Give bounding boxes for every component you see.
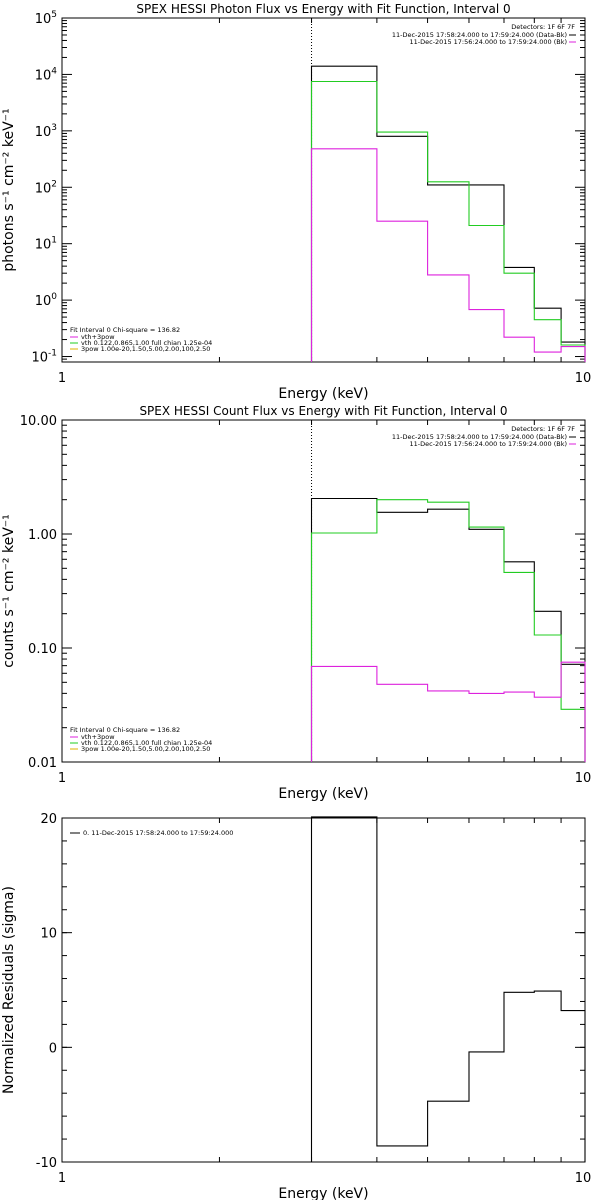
series-magenta-step-line [310,661,586,762]
y-tick-label: 10-1 [31,349,57,366]
y-tick-label: 105 [35,10,57,27]
y-tick-label: 0 [49,1041,57,1056]
y-tick-label: 10 [40,927,57,942]
legend-entry-label: vth 0.122,0.865,1.00 full chian 1.25e-04 [81,739,212,747]
legend-header: Fit Interval 0 Chi-square = 136.82 [70,326,180,334]
series-black-step-line [310,497,586,762]
legend-header: Detectors: 1F 6F 7F [511,425,575,433]
series-green-step-line [310,80,586,362]
y-axis-label: photons s⁻¹ cm⁻² keV⁻¹ [1,108,17,271]
y-tick-label: 104 [35,66,58,83]
y-tick-label: 20 [40,812,57,827]
plot-frame [61,17,586,363]
y-tick-label: 0.10 [28,642,57,657]
y-tick-label: 0.01 [28,756,57,771]
legend-header: Fit Interval 0 Chi-square = 136.82 [70,726,180,734]
x-axis-label: Energy (keV) [278,386,368,402]
y-tick-label: 103 [35,123,57,140]
legend-entry-label: 11-Dec-2015 17:58:24.000 to 17:59:24.000… [392,31,567,39]
y-tick-label: 100 [35,292,58,309]
legend-header: Detectors: 1F 6F 7F [511,23,575,31]
chart-title: SPEX HESSI Photon Flux vs Energy with Fi… [136,2,510,16]
legend-entry-label: 11-Dec-2015 17:58:24.000 to 17:59:24.000… [392,433,567,441]
panel-2: SPEX HESSI Count Flux vs Energy with Fit… [1,404,591,802]
legend-entry-label: 11-Dec-2015 17:56:24.000 to 17:59:24.000… [410,38,568,46]
plot-frame [61,419,586,763]
y-tick-label: 1.00 [28,528,57,543]
x-tick-label: 10 [575,371,592,386]
x-tick-label: 10 [575,1171,592,1186]
y-tick-label: 102 [35,179,57,196]
y-tick-label: 10.00 [20,414,57,429]
x-tick-label: 1 [58,1171,66,1186]
legend-entry-label: vth 0.122,0.865,1.00 full chian 1.25e-04 [81,339,212,347]
series-black-step-line [310,65,586,362]
x-axis-label: Energy (keV) [278,1186,368,1200]
legend-entry-label: vth+3pow [81,333,115,341]
y-axis-label: counts s⁻¹ cm⁻² keV⁻¹ [1,514,17,668]
x-tick-label: 1 [58,771,66,786]
legend-entry-label: 0. 11-Dec-2015 17:58:24.000 to 17:59:24.… [83,829,233,837]
series-magenta-step-line [310,148,586,362]
panel-1: SPEX HESSI Photon Flux vs Energy with Fi… [1,2,591,402]
y-tick-label: -10 [36,1156,57,1171]
legend-entry-label: 3pow 1.00e-20,1.50,5.00,2.00,100,2.50 [81,345,210,353]
x-axis-label: Energy (keV) [278,786,368,802]
legend-entry-label: 11-Dec-2015 17:56:24.000 to 17:59:24.000… [410,440,568,448]
legend-entry-label: vth+3pow [81,733,115,741]
chart-title: SPEX HESSI Count Flux vs Energy with Fit… [139,404,507,418]
y-axis-label: Normalized Residuals (sigma) [1,886,17,1094]
series-green-step-line [310,499,586,762]
x-tick-label: 1 [58,371,66,386]
panel-3: 1 10 -10 0 10 20 Energy (keV) Normalized Residu… [1,812,591,1200]
x-tick-label: 10 [575,771,592,786]
series-black-step-line [310,816,586,1162]
y-tick-label: 101 [35,236,57,253]
plot-frame [61,817,586,1163]
legend-entry-label: 3pow 1.00e-20,1.50,5.00,2.00,100,2.50 [81,745,210,753]
